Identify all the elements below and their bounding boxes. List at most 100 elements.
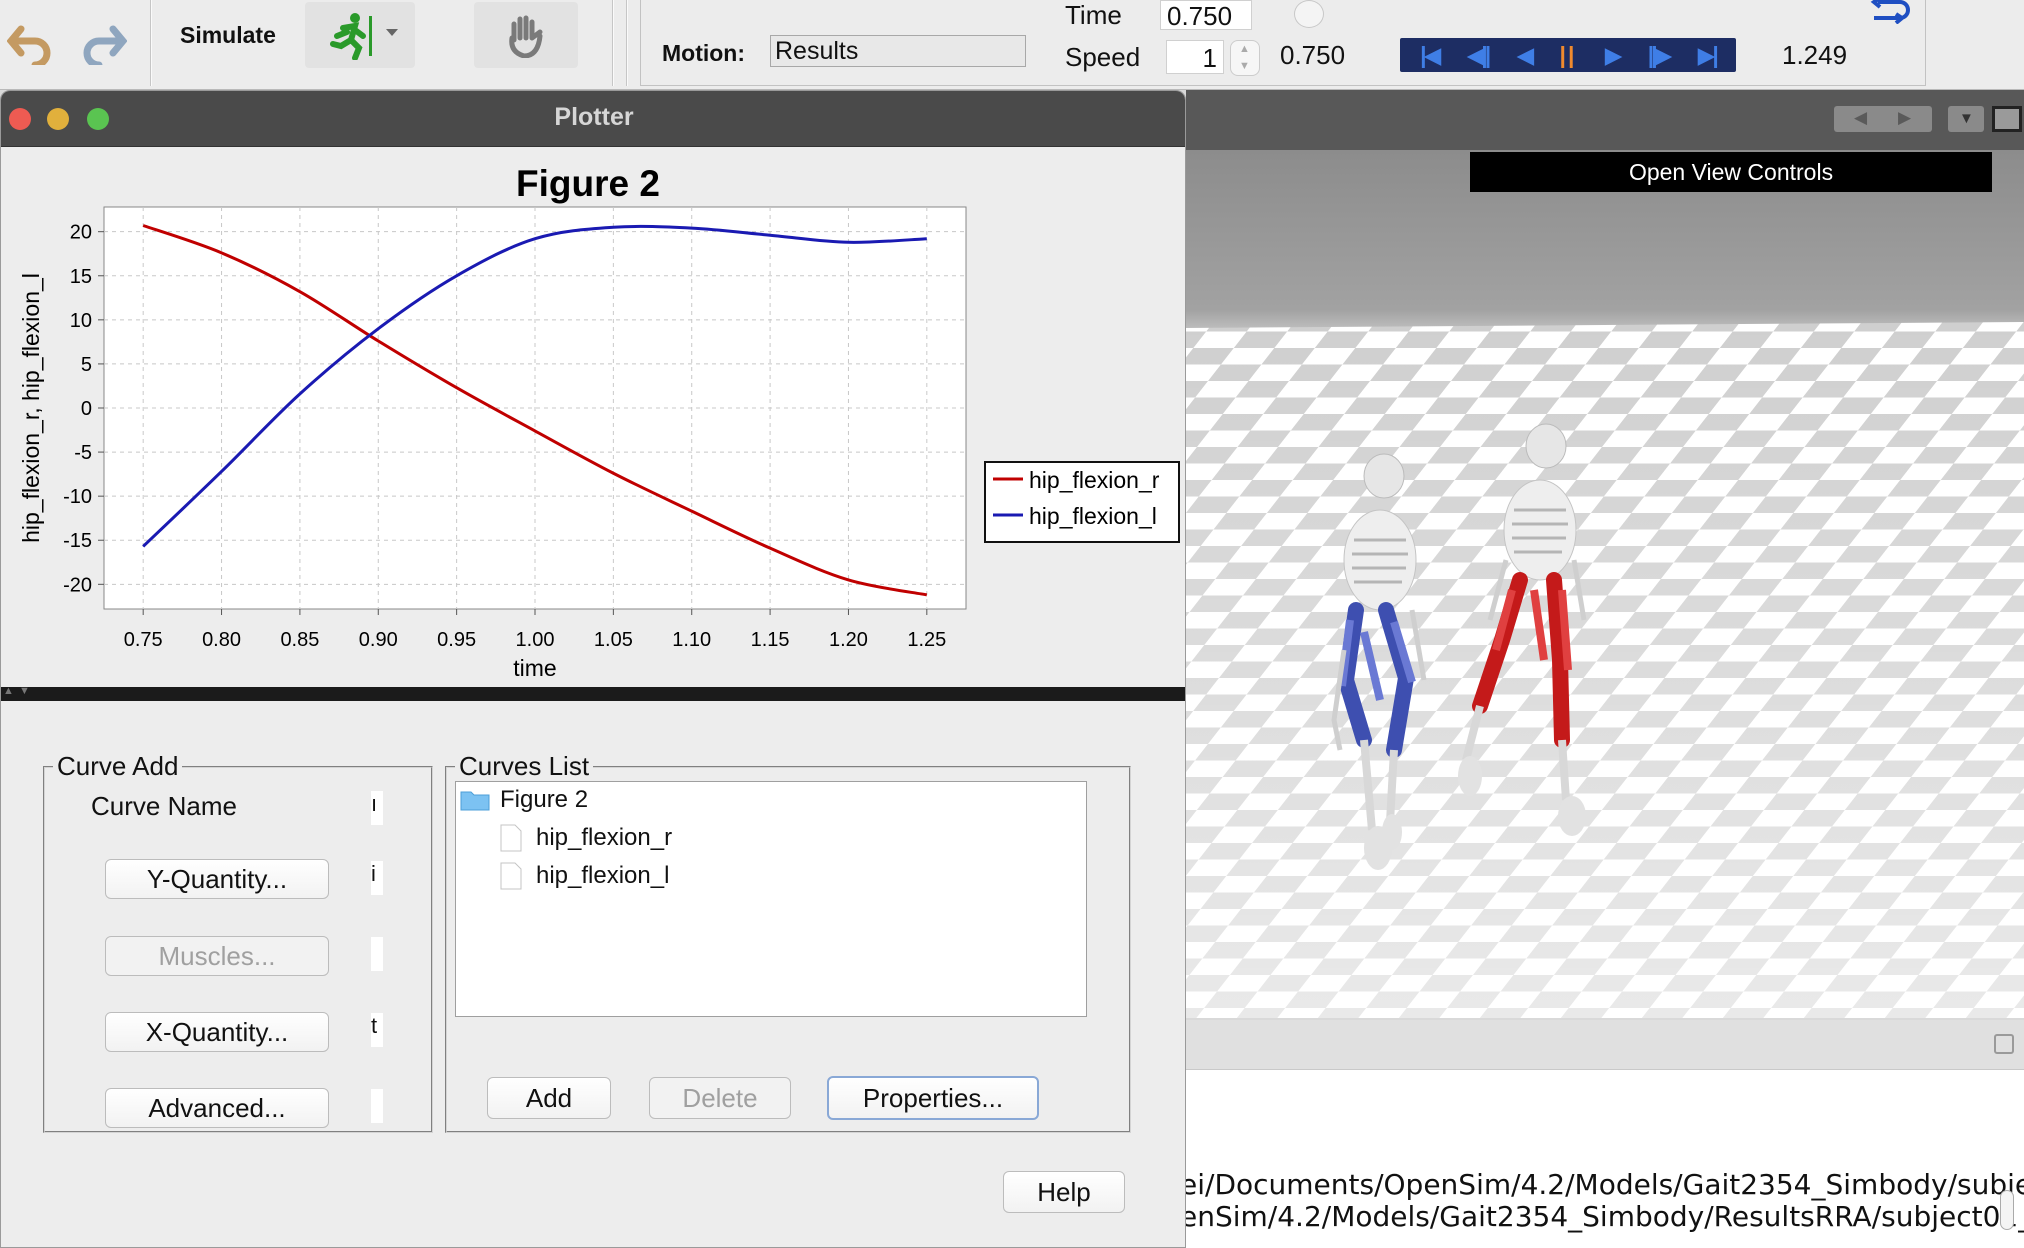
x-tick-label: 1.00: [516, 629, 555, 651]
chevron-left-icon[interactable]: ◀: [1854, 108, 1868, 127]
line-chart[interactable]: Figure 2 0.75 0.80 0.85 0.90 0.95 1.00 1.05 1.1…: [1, 147, 1186, 687]
chevron-down-icon[interactable]: ▼: [19, 685, 30, 697]
muscles-button[interactable]: Muscles...: [105, 936, 329, 976]
series-lines: [142, 224, 928, 597]
maximize-view-icon[interactable]: [1992, 106, 2022, 132]
chevron-right-icon[interactable]: ▶: [1898, 108, 1912, 127]
play-reverse-button[interactable]: ◀: [1516, 41, 1535, 68]
view-tab-scroll[interactable]: ◀ ▶: [1834, 106, 1932, 132]
tree-item-hip-flexion-l[interactable]: hip_flexion_l: [500, 862, 669, 890]
grid-lines: [104, 207, 966, 609]
split-pane-divider[interactable]: ▲ ▼: [1, 685, 1185, 701]
undo-icon[interactable]: [0, 10, 60, 74]
chevron-down-icon: ▼: [1959, 110, 1974, 127]
x-tick-label: 0.75: [124, 629, 163, 651]
stop-simulation-button[interactable]: [474, 2, 578, 68]
y-tick-label: 15: [70, 266, 92, 288]
step-back-button[interactable]: ◀||: [1466, 41, 1492, 68]
x-axis-label: time: [513, 655, 556, 681]
folder-icon: [460, 789, 490, 811]
legend-label-hip-flexion-r: hip_flexion_r: [1029, 467, 1160, 493]
go-to-start-button[interactable]: |◀: [1420, 41, 1441, 68]
tree-item-label: hip_flexion_l: [536, 862, 670, 889]
speed-input[interactable]: 1: [1166, 40, 1224, 74]
y-tick-label: 20: [70, 222, 92, 244]
x-axis-ticks: 0.75 0.80 0.85 0.90 0.95 1.00 1.05 1.10 1.15 1.20…: [124, 609, 946, 651]
motion-label: Motion:: [662, 40, 746, 66]
x-quantity-button[interactable]: X-Quantity...: [105, 1012, 329, 1052]
x-tick-label: 1.20: [829, 629, 868, 651]
chart-legend: hip_flexion_r hip_flexion_l: [984, 461, 1180, 543]
view-menu-button[interactable]: ▼: [1948, 106, 1984, 132]
advanced-button[interactable]: Advanced...: [105, 1088, 329, 1128]
help-button[interactable]: Help: [1003, 1171, 1125, 1213]
x-tick-label: 0.80: [202, 629, 241, 651]
window-title: Plotter: [554, 103, 634, 131]
motion-panel: [640, 0, 1926, 86]
legend-label-hip-flexion-l: hip_flexion_l: [1029, 503, 1157, 529]
play-button[interactable]: ▶: [1604, 41, 1623, 68]
x-quantity-field[interactable]: t: [371, 1013, 383, 1047]
zoom-window-button[interactable]: [87, 108, 109, 130]
pause-button[interactable]: ||: [1559, 41, 1577, 68]
delete-curve-button[interactable]: Delete: [649, 1077, 791, 1119]
skeleton-model-left: [1331, 453, 1427, 870]
curve-name-label: Curve Name: [91, 791, 237, 821]
x-tick-label: 1.05: [594, 629, 633, 651]
legend-box: [984, 461, 1180, 543]
chart-title: Figure 2: [516, 163, 660, 204]
y-quantity-field[interactable]: i: [371, 861, 383, 895]
y-tick-label: 5: [81, 354, 92, 376]
y-axis-ticks: 20 15 10 5 0 -5 -10 -15 -20: [63, 222, 104, 596]
chevron-up-icon[interactable]: ▲: [3, 685, 14, 697]
redo-icon[interactable]: [74, 10, 134, 74]
plotter-window: Plotter Figure 2 0.75 0.80 0.85 0.90 0.95 1.0…: [0, 90, 1186, 1248]
x-tick-label: 0.85: [280, 629, 319, 651]
open-view-controls-button[interactable]: Open View Controls: [1470, 152, 1992, 192]
close-window-button[interactable]: [9, 108, 31, 130]
motion-select[interactable]: Results: [770, 35, 1026, 67]
time-slider-thumb[interactable]: [1294, 0, 1324, 28]
console-header: [1186, 1020, 2024, 1070]
chevron-down-icon[interactable]: [385, 28, 399, 38]
curves-list-legend: Curves List: [459, 751, 590, 781]
chevron-down-icon: ▼: [1239, 60, 1250, 72]
time-label: Time: [1065, 0, 1122, 30]
step-forward-button[interactable]: ||▶: [1647, 41, 1673, 68]
time-value[interactable]: 0.750: [1160, 0, 1252, 31]
muscles-field[interactable]: [371, 937, 383, 971]
simulate-label: Simulate: [180, 22, 276, 48]
file-icon: [500, 824, 522, 852]
go-to-end-button[interactable]: ▶|: [1697, 41, 1719, 68]
series-line-hip-flexion-l: [142, 224, 927, 548]
x-tick-label: 0.95: [437, 629, 476, 651]
plotter-title-bar[interactable]: Plotter: [1, 91, 1185, 147]
x-tick-label: 1.25: [907, 629, 946, 651]
y-axis-label: hip_flexion_r, hip_flexion_l: [18, 273, 44, 543]
minimize-window-button[interactable]: [47, 108, 69, 130]
tree-root-figure[interactable]: Figure 2: [460, 786, 588, 814]
y-tick-label: 0: [81, 398, 92, 420]
speed-stepper[interactable]: ▲ ▼: [1230, 40, 1260, 76]
x-tick-label: 1.15: [751, 629, 790, 651]
advanced-field[interactable]: [371, 1089, 383, 1123]
curve-properties-button[interactable]: Properties...: [827, 1076, 1039, 1120]
console-scrollbar[interactable]: [2000, 1190, 2014, 1230]
toolbar-separator: [626, 0, 628, 86]
console-line: ei/Documents/OpenSim/4.2/Models/Gait2354…: [1180, 1168, 2024, 1201]
loop-icon[interactable]: [1866, 0, 1910, 24]
restore-panel-icon[interactable]: [1994, 1034, 2014, 1054]
current-time-readout: 0.750: [1280, 40, 1346, 70]
curve-add-group: Curve Add: [43, 751, 433, 1133]
curves-tree[interactable]: Figure 2 hip_flexion_r hip_flexion_l: [455, 781, 1087, 1017]
run-icon: [325, 12, 373, 60]
chevron-up-icon: ▲: [1239, 43, 1250, 55]
plot-panel[interactable]: Figure 2 0.75 0.80 0.85 0.90 0.95 1.00 1.05 1.1…: [1, 147, 1186, 687]
tree-item-hip-flexion-r[interactable]: hip_flexion_r: [500, 824, 672, 852]
y-quantity-button[interactable]: Y-Quantity...: [105, 859, 329, 899]
skeleton-model-right: [1458, 423, 1587, 836]
curve-name-field[interactable]: ı: [371, 791, 383, 825]
run-simulation-button[interactable]: [305, 2, 415, 68]
3d-model-view[interactable]: [1186, 150, 2024, 1018]
add-curve-button[interactable]: Add: [487, 1077, 611, 1119]
